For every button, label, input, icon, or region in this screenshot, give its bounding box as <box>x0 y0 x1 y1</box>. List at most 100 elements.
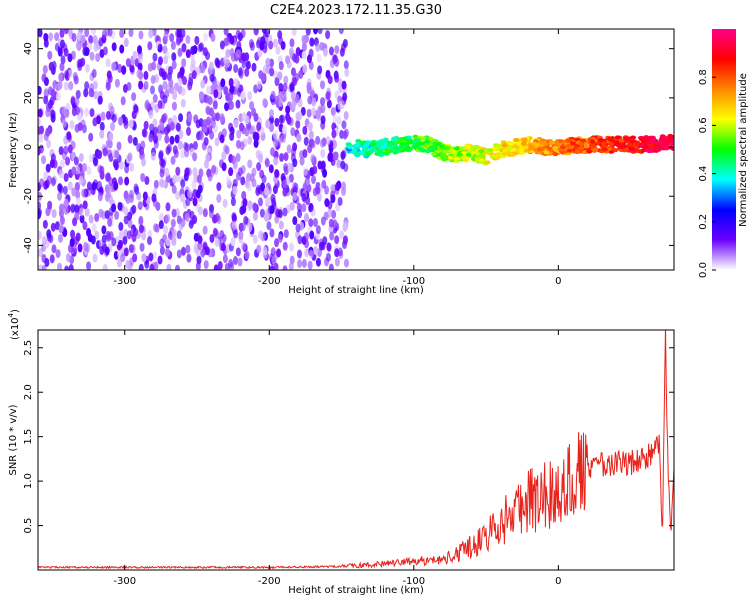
heatmap-cell <box>171 184 177 194</box>
heatmap-cell <box>131 204 137 214</box>
heatmap-cell <box>120 96 126 106</box>
heatmap-cell <box>223 85 229 95</box>
heatmap-cell <box>195 261 201 270</box>
heatmap-cell <box>192 140 198 150</box>
heatmap-cell <box>283 229 289 239</box>
heatmap-cell <box>175 190 181 200</box>
heatmap-cell <box>268 164 274 174</box>
heatmap-cell <box>655 147 662 152</box>
heatmap-cell <box>205 153 211 163</box>
heatmap-cell <box>304 239 310 249</box>
heatmap-cell <box>354 152 361 157</box>
heatmap-cell <box>178 129 184 139</box>
heatmap-cell <box>71 187 77 197</box>
heatmap-cell <box>296 249 302 259</box>
heatmap-cell <box>271 197 277 207</box>
heatmap-cell <box>192 167 198 177</box>
heatmap-cell <box>292 53 298 63</box>
heatmap-cell <box>325 136 331 146</box>
heatmap-cell <box>202 118 208 128</box>
heatmap-cell <box>268 58 274 68</box>
heatmap-cell <box>238 230 244 240</box>
heatmap-cell <box>259 41 265 51</box>
heatmap-cell <box>606 146 613 151</box>
heatmap-cell <box>222 198 228 208</box>
heatmap-cell <box>142 191 148 201</box>
heatmap-cell <box>106 189 112 199</box>
heatmap-cell <box>427 136 434 141</box>
heatmap-cell <box>288 47 294 57</box>
heatmap-cell <box>157 255 163 265</box>
heatmap-cell <box>171 60 177 70</box>
heatmap-cell <box>149 263 155 270</box>
heatmap-cell <box>192 152 198 162</box>
heatmap-cell <box>484 160 491 165</box>
heatmap-cell <box>157 43 163 53</box>
heatmap-cell <box>232 178 238 188</box>
heatmap-cell <box>370 142 377 147</box>
heatmap-cell <box>639 143 646 148</box>
heatmap-cell <box>269 265 275 270</box>
heatmap-cell <box>127 219 133 229</box>
heatmap-cell <box>262 246 268 256</box>
heatmap-cell <box>184 167 190 177</box>
heatmap-cell <box>290 91 296 101</box>
heatmap-cell <box>321 137 327 147</box>
heatmap-cell <box>116 258 122 268</box>
heatmap-cell <box>566 138 573 143</box>
heatmap-cell <box>601 147 608 152</box>
heatmap-cell <box>327 75 333 85</box>
heatmap-cell <box>662 139 669 144</box>
heatmap-cell <box>295 223 301 233</box>
heatmap-cell <box>311 97 317 107</box>
heatmap-cell <box>136 142 142 152</box>
heatmap-cell <box>148 133 154 143</box>
heatmap-cell <box>168 65 174 75</box>
heatmap-cell <box>67 181 73 191</box>
heatmap-cell <box>128 119 134 129</box>
heatmap-cell <box>347 145 354 150</box>
heatmap-cell <box>428 146 435 151</box>
heatmap-cell <box>566 148 573 153</box>
heatmap-cell <box>202 225 208 235</box>
heatmap-cell <box>70 97 76 107</box>
heatmap-cell <box>91 181 97 191</box>
heatmap-cell <box>58 169 64 179</box>
heatmap-cell <box>263 212 269 222</box>
heatmap-cell <box>58 72 64 82</box>
heatmap-cell <box>241 59 247 69</box>
heatmap-cell <box>176 249 182 259</box>
heatmap-cell <box>292 142 298 152</box>
heatmap-cell <box>247 200 253 210</box>
heatmap-cell <box>244 127 250 137</box>
heatmap-cell <box>166 263 172 270</box>
heatmap-cell <box>315 225 321 235</box>
heatmap-cell <box>209 130 215 140</box>
heatmap-cell <box>77 243 83 253</box>
heatmap-cell <box>59 62 65 72</box>
heatmap-cell <box>157 56 163 66</box>
heatmap-cell <box>86 181 92 191</box>
heatmap-cell <box>128 29 134 38</box>
heatmap-cell <box>628 146 635 151</box>
heatmap-cell <box>171 208 177 218</box>
heatmap-cell <box>69 120 75 130</box>
heatmap-cell <box>507 146 514 151</box>
heatmap-cell <box>260 73 266 83</box>
heatmap-cell <box>473 144 480 149</box>
heatmap-cell <box>321 179 327 189</box>
heatmap-cell <box>47 200 53 210</box>
heatmap-cell <box>574 150 581 155</box>
heatmap-cell <box>187 81 193 91</box>
heatmap-cell <box>341 120 347 130</box>
heatmap-cell <box>186 126 192 136</box>
y-tick-label: 0 <box>23 144 34 150</box>
heatmap-cell <box>97 95 103 105</box>
heatmap-cell <box>274 169 280 179</box>
heatmap-cell <box>50 177 56 187</box>
heatmap-cell <box>621 148 628 153</box>
heatmap-cell <box>209 203 215 213</box>
heatmap-cell <box>617 144 624 149</box>
heatmap-cell <box>84 207 90 217</box>
heatmap-cell <box>78 175 84 185</box>
